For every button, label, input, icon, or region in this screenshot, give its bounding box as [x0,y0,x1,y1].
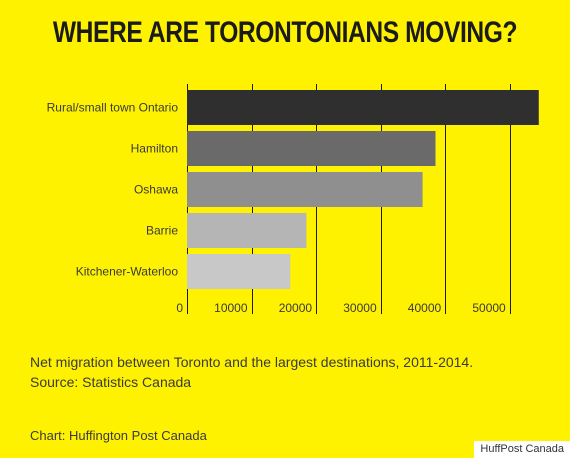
category-label: Rural/small town Ontario [47,101,179,115]
bar-rural-small-town-ontario [187,90,539,125]
category-label: Hamilton [131,142,178,156]
bar-chart: Rural/small town Ontario Hamilton Oshawa Ba… [47,84,539,315]
x-tick-label: 10000 [214,301,248,315]
caption-source: Source: Statistics Canada [30,374,192,390]
x-tick-label: 20000 [279,301,313,315]
bar-oshawa [187,172,423,207]
bar-barrie [187,213,307,248]
x-tick-label: 50000 [472,301,506,315]
caption-description: Net migration between Toronto and the la… [30,354,474,370]
chart-credit: Chart: Huffington Post Canada [30,428,207,443]
x-tick-label: 30000 [343,301,377,315]
x-tick-label: 40000 [408,301,442,315]
category-label: Kitchener-Waterloo [76,265,179,279]
bar-hamilton [187,131,436,166]
x-tick-label: 0 [176,301,183,315]
category-label: Oshawa [134,183,178,197]
category-label: Barrie [146,224,178,238]
chart-title: WHERE ARE TORONTONIANS MOVING? [52,16,518,49]
bar-kitchener-waterloo [187,254,291,289]
chart-caption: Net migration between Toronto and the la… [30,352,473,392]
watermark: HuffPost Canada [474,441,570,458]
